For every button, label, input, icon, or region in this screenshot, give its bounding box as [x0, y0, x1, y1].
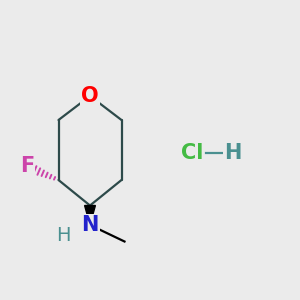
Text: H: H — [224, 143, 241, 163]
Text: O: O — [81, 86, 99, 106]
Text: H: H — [56, 226, 70, 245]
Polygon shape — [85, 206, 95, 225]
Text: N: N — [81, 215, 99, 235]
Text: F: F — [20, 157, 34, 176]
Text: Cl: Cl — [181, 143, 203, 163]
